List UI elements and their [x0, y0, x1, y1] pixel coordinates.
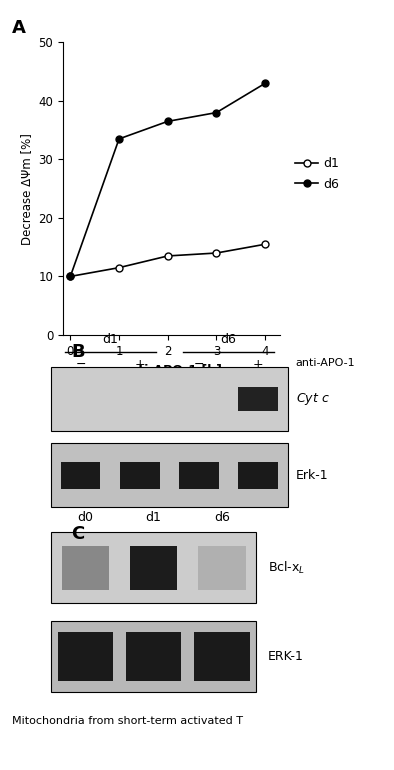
- Bar: [51, 533, 256, 604]
- Text: +: +: [253, 358, 263, 371]
- Bar: [58, 631, 113, 681]
- Text: −: −: [76, 358, 86, 371]
- Text: A: A: [12, 19, 26, 37]
- Bar: [198, 546, 245, 590]
- Bar: [120, 462, 160, 489]
- Bar: [126, 631, 181, 681]
- d6: [214, 108, 219, 117]
- d6: [117, 134, 121, 143]
- Bar: [179, 462, 219, 489]
- Bar: [130, 546, 177, 590]
- Bar: [238, 387, 278, 411]
- Text: d1: d1: [102, 333, 118, 347]
- d1: [68, 272, 73, 281]
- Text: B: B: [71, 343, 85, 361]
- Bar: [51, 621, 256, 691]
- Bar: [61, 462, 100, 489]
- Text: d6: d6: [221, 333, 236, 347]
- Text: Erk-1: Erk-1: [296, 469, 328, 482]
- Text: +: +: [135, 358, 145, 371]
- Text: anti-APO-1: anti-APO-1: [296, 358, 355, 368]
- Bar: [51, 367, 288, 431]
- d6: [68, 272, 73, 281]
- Text: Cyt $c$: Cyt $c$: [296, 391, 329, 407]
- Text: d1: d1: [146, 511, 162, 524]
- d6: [263, 79, 268, 88]
- d1: [165, 251, 170, 260]
- Text: C: C: [71, 525, 84, 543]
- Y-axis label: Decrease ΔΨm [%]: Decrease ΔΨm [%]: [20, 132, 33, 245]
- Text: d0: d0: [77, 511, 93, 524]
- Text: Mitochondria from short-term activated T: Mitochondria from short-term activated T: [12, 716, 243, 726]
- d1: [117, 263, 121, 273]
- Legend: d1, d6: d1, d6: [290, 152, 344, 196]
- Text: −: −: [194, 358, 204, 371]
- Text: d6: d6: [214, 511, 230, 524]
- Bar: [238, 462, 278, 489]
- Text: ERK-1: ERK-1: [268, 650, 304, 663]
- Bar: [51, 443, 288, 507]
- Bar: [62, 546, 109, 590]
- X-axis label: anti-APO-1 [h]: anti-APO-1 [h]: [121, 363, 222, 377]
- Bar: [194, 631, 249, 681]
- Line: d1: d1: [67, 241, 269, 280]
- d6: [165, 117, 170, 126]
- Text: Bcl-x$_L$: Bcl-x$_L$: [268, 560, 305, 576]
- d1: [214, 249, 219, 258]
- Line: d6: d6: [67, 80, 269, 280]
- d1: [263, 239, 268, 249]
